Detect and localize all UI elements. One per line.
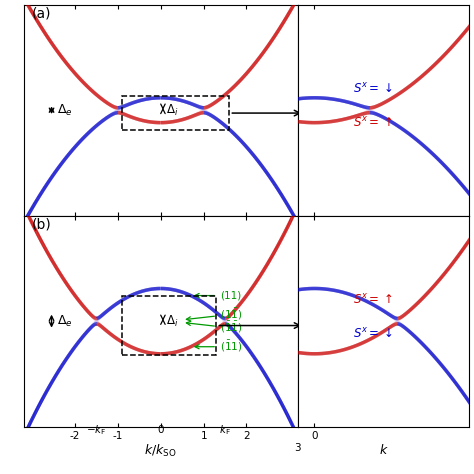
Text: $\Delta_i$: $\Delta_i$	[166, 314, 178, 328]
Text: $S^x$$=$$\downarrow$: $S^x$$=$$\downarrow$	[353, 327, 392, 341]
Text: 3: 3	[294, 444, 301, 454]
Text: $\Delta_e$: $\Delta_e$	[57, 314, 73, 328]
Text: $(\bar{1}\bar{1})$: $(\bar{1}\bar{1})$	[186, 320, 242, 336]
Text: $k_{\rm F}$: $k_{\rm F}$	[219, 423, 231, 437]
Text: $-k_{\rm F}$: $-k_{\rm F}$	[86, 423, 107, 437]
Text: $(1\bar{1})$: $(1\bar{1})$	[186, 307, 242, 322]
Text: $\Delta_i$: $\Delta_i$	[166, 103, 178, 118]
Text: $S^x$$=$$\uparrow$: $S^x$$=$$\uparrow$	[353, 116, 392, 130]
Text: $(\bar{1}1)$: $(\bar{1}1)$	[195, 339, 242, 354]
Text: (11): (11)	[195, 291, 241, 301]
Text: $0$: $0$	[157, 423, 165, 436]
X-axis label: $k/k_{\rm SO}$: $k/k_{\rm SO}$	[145, 443, 177, 459]
Text: $S^x$$=$$\downarrow$: $S^x$$=$$\downarrow$	[353, 82, 392, 96]
Bar	[122, 96, 229, 130]
Text: $S^x$$=$$\uparrow$: $S^x$$=$$\uparrow$	[353, 293, 392, 307]
Bar	[122, 296, 217, 356]
X-axis label: $k$: $k$	[379, 443, 388, 457]
Text: (b): (b)	[32, 217, 52, 231]
Text: $\Delta_e$: $\Delta_e$	[57, 103, 73, 118]
Text: (a): (a)	[32, 6, 51, 20]
